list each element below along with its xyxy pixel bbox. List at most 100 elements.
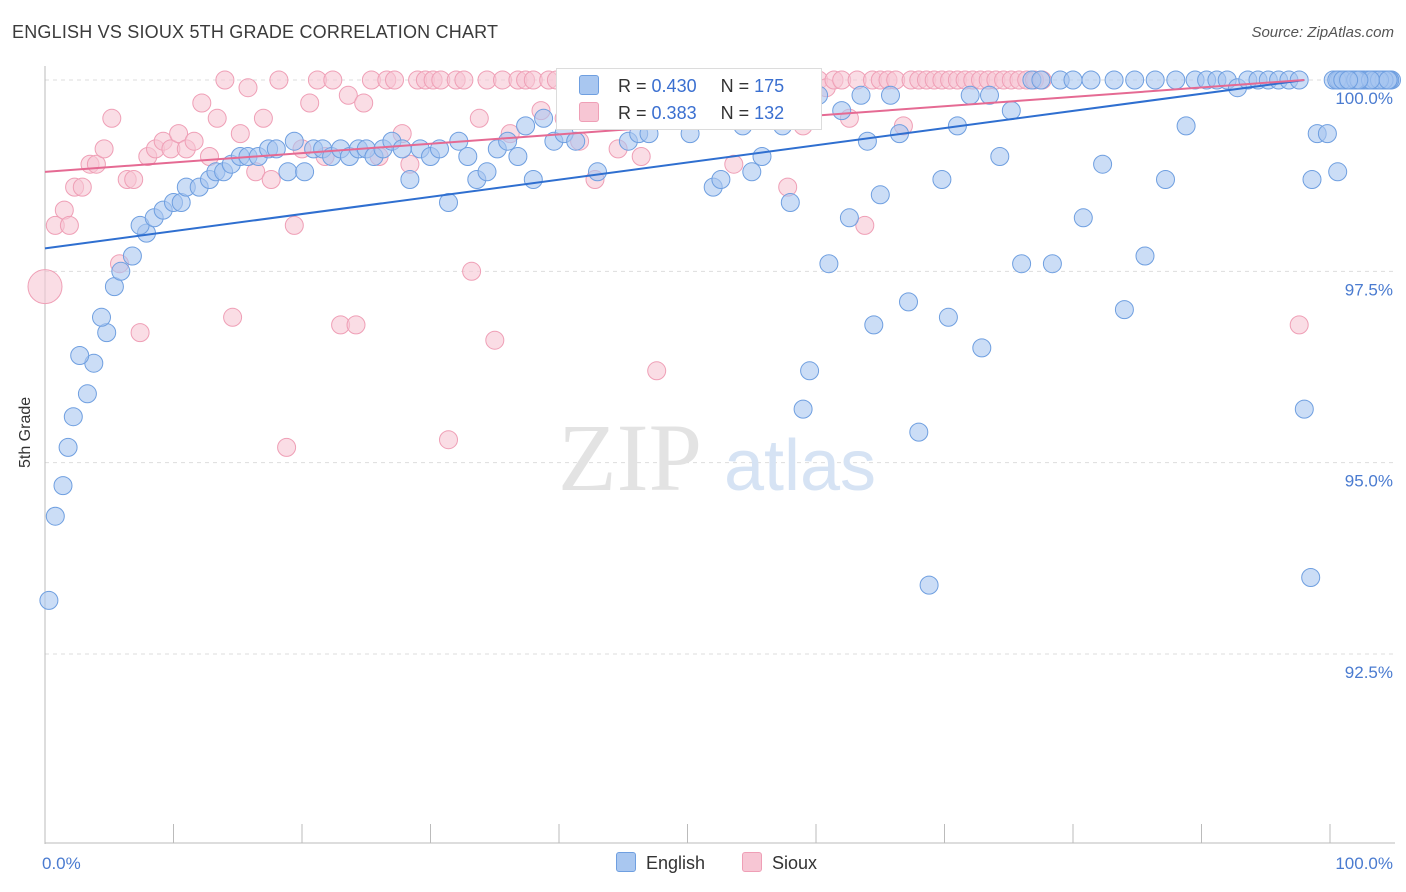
- english-point: [1042, 254, 1062, 274]
- english-point: [1301, 568, 1321, 587]
- legend-row-sioux: R = 0.383 N = 132: [579, 102, 784, 124]
- english-point: [752, 147, 772, 166]
- english-point: [111, 261, 131, 281]
- legend-row-english: R = 0.430 N = 175: [579, 75, 784, 97]
- english-point: [516, 116, 536, 136]
- english-point: [1114, 300, 1134, 320]
- sioux-point: [354, 93, 374, 113]
- sioux-point: [631, 147, 651, 166]
- y-tick-label: 100.0%: [1335, 89, 1393, 108]
- bottom-legend-english: English: [616, 852, 705, 874]
- english-point: [780, 193, 800, 212]
- watermark-atlas: atlas: [724, 426, 876, 506]
- english-point: [1145, 70, 1165, 90]
- english-trend-line: [44, 79, 1305, 250]
- english-point: [864, 315, 884, 335]
- bottom-legend-sioux: Sioux: [742, 852, 817, 874]
- english-r-value: 0.430: [651, 76, 697, 96]
- english-point: [1339, 70, 1359, 90]
- sioux-n-value: 132: [754, 103, 785, 123]
- sioux-point: [462, 261, 482, 281]
- sioux-point: [485, 330, 505, 350]
- english-point: [77, 384, 97, 404]
- english-point: [919, 575, 939, 595]
- english-point: [1001, 101, 1021, 121]
- english-point: [39, 590, 59, 610]
- sioux-point: [223, 307, 243, 327]
- english-point: [58, 437, 78, 457]
- sioux-point: [253, 108, 273, 128]
- english-point: [122, 246, 142, 266]
- english-point: [498, 131, 518, 151]
- sioux-point: [72, 177, 92, 197]
- english-point: [1031, 70, 1051, 90]
- english-point: [857, 131, 877, 151]
- english-point: [711, 170, 731, 189]
- english-point: [566, 131, 586, 151]
- english-point: [63, 407, 83, 427]
- sioux-point: [59, 215, 79, 235]
- english-point: [960, 85, 980, 105]
- english-legend-swatch: [616, 852, 636, 872]
- english-point: [266, 139, 286, 159]
- sioux-point: [130, 323, 150, 343]
- sioux-point: [261, 170, 281, 189]
- sioux-point: [192, 93, 212, 113]
- sioux-point: [469, 108, 489, 128]
- english-point: [45, 506, 65, 526]
- english-swatch: [579, 75, 599, 95]
- sioux-point: [102, 108, 122, 128]
- english-point: [1081, 70, 1101, 90]
- sioux-point: [215, 70, 235, 90]
- sioux-r-label: R =: [618, 103, 647, 123]
- english-point: [284, 131, 304, 151]
- english-point: [1073, 208, 1093, 228]
- sioux-point: [184, 131, 204, 151]
- english-point: [1328, 162, 1348, 182]
- sioux-point: [724, 154, 744, 174]
- sioux-point: [323, 70, 343, 90]
- sioux-point: [300, 93, 320, 113]
- english-point: [508, 147, 528, 166]
- english-point: [458, 147, 478, 166]
- english-point: [1378, 70, 1398, 90]
- sioux-point: [855, 215, 875, 235]
- english-point: [909, 422, 929, 442]
- english-point: [1166, 70, 1186, 90]
- english-point: [1135, 246, 1155, 266]
- y-tick-label: 92.5%: [1345, 663, 1393, 682]
- y-tick-label: 95.0%: [1345, 472, 1393, 491]
- x-tick-label-min: 0.0%: [42, 854, 81, 873]
- english-point: [92, 307, 111, 327]
- watermark: ZIP atlas: [558, 404, 876, 511]
- english-point: [400, 170, 420, 189]
- sioux-legend-swatch: [742, 852, 762, 872]
- english-point: [881, 85, 900, 105]
- english-point: [1093, 154, 1113, 174]
- english-point: [1125, 70, 1145, 90]
- sioux-point: [439, 430, 458, 450]
- sioux-point: [230, 124, 250, 144]
- english-point: [477, 162, 497, 182]
- english-point: [588, 162, 607, 182]
- english-point: [938, 307, 958, 327]
- english-point: [392, 139, 412, 159]
- sioux-point: [169, 124, 189, 144]
- english-point: [832, 101, 852, 121]
- english-point: [851, 85, 871, 105]
- stats-legend: R = 0.430 N = 175 R = 0.383 N = 132: [556, 68, 822, 130]
- english-point: [70, 346, 90, 365]
- sioux-n-label: N =: [720, 103, 750, 123]
- english-point: [1012, 254, 1032, 274]
- english-point: [1063, 70, 1083, 90]
- sioux-point: [277, 437, 297, 457]
- english-point: [1176, 116, 1196, 136]
- sioux-point: [454, 70, 474, 90]
- english-point: [819, 254, 839, 274]
- english-n-value: 175: [754, 76, 785, 96]
- english-point: [278, 162, 298, 182]
- y-tick-label: 97.5%: [1345, 280, 1393, 299]
- sioux-r-value: 0.383: [651, 103, 697, 123]
- english-point: [534, 108, 554, 128]
